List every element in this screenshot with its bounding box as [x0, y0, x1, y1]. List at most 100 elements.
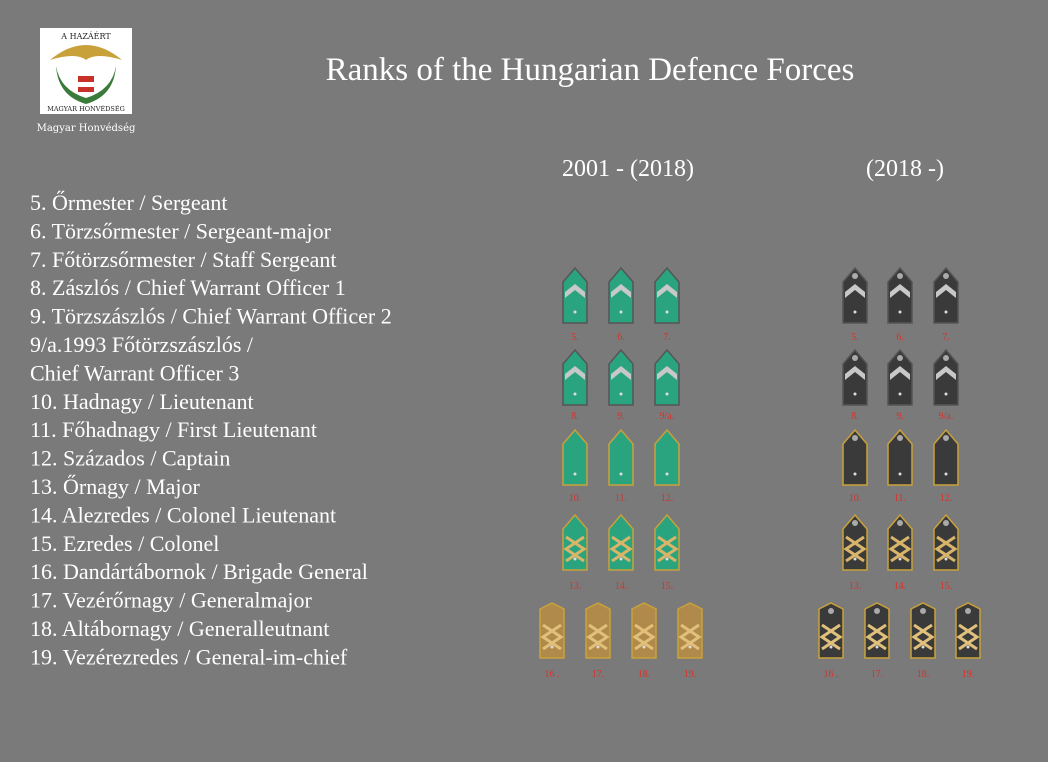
insignia-label: 17. [592, 669, 605, 680]
insignia-label: 11. [894, 493, 906, 504]
rank-line: 18. Altábornagy / Generalleutnant [30, 616, 329, 641]
logo-caption: Magyar Honvédség [37, 123, 136, 134]
insignia-label: 6. [896, 332, 904, 343]
chevron [565, 366, 585, 380]
pip [944, 472, 948, 476]
oak-pattern [865, 623, 889, 651]
rank-line: 8. Zászlós / Chief Warrant Officer 1 [30, 275, 346, 300]
shoulder-board [887, 428, 913, 486]
pip [665, 557, 669, 561]
logo-wreath [56, 66, 116, 104]
title: Ranks of the Hungarian Defence Forces [326, 52, 855, 88]
insignia-label: 11. [615, 493, 627, 504]
insignia-label: 9. [617, 411, 625, 422]
shoulder-board [933, 266, 959, 324]
shoulder-board [608, 428, 634, 486]
insignia-label: 14. [894, 581, 907, 592]
pip [619, 557, 623, 561]
shoulder-board [842, 428, 868, 486]
insignia-label: 12. [661, 493, 674, 504]
button [920, 608, 926, 614]
rank-line: 17. Vezérőrnagy / Generalmajor [30, 588, 312, 613]
insignia-label: 19. [962, 669, 975, 680]
insignia-label: 19. [684, 669, 697, 680]
shoulder-board [562, 348, 588, 406]
oak-pattern [540, 623, 564, 651]
button [943, 273, 949, 279]
pip [898, 310, 902, 314]
pip [550, 645, 554, 649]
insignia-label: 14. [615, 581, 628, 592]
chevron [565, 284, 585, 298]
pip [573, 472, 577, 476]
oak-pattern [819, 623, 843, 651]
insignia-label: 18. [638, 669, 651, 680]
chevron [890, 366, 910, 380]
oak-pattern [632, 623, 656, 651]
rank-line: 14. Alezredes / Colonel Lieutenant [30, 502, 336, 527]
pip [853, 392, 857, 396]
pip [853, 310, 857, 314]
shoulder-board [654, 266, 680, 324]
shoulder-board [933, 428, 959, 486]
pip [853, 472, 857, 476]
logo-stripe [78, 82, 94, 87]
chevron [890, 284, 910, 298]
insignia-label: 17. [871, 669, 884, 680]
button [965, 608, 971, 614]
pip [642, 645, 646, 649]
chevron [657, 284, 677, 298]
pip [619, 392, 623, 396]
rank-line: 6. Törzsőrmester / Sergeant-major [30, 218, 332, 243]
button [828, 608, 834, 614]
insignia-label: 12. [940, 493, 953, 504]
chevron [845, 366, 865, 380]
oak-pattern [956, 623, 980, 651]
insignia-label: 15. [940, 581, 953, 592]
pip [665, 392, 669, 396]
chevron [936, 284, 956, 298]
button [852, 273, 858, 279]
pip [619, 310, 623, 314]
rank-line: 19. Vezérezredes / General-im-chief [30, 644, 348, 669]
pip [829, 645, 833, 649]
column-heading: (2018 -) [866, 156, 944, 182]
oak-pattern [655, 535, 679, 563]
pip [853, 557, 857, 561]
shoulder-board [842, 348, 868, 406]
insignia-label: 16 . [545, 669, 560, 680]
insignia-label: 13. [569, 581, 582, 592]
rank-line: 11. Főhadnagy / First Lieutenant [30, 417, 317, 442]
rank-line: 12. Százados / Captain [30, 446, 230, 471]
button [943, 520, 949, 526]
pip [921, 645, 925, 649]
pip [944, 310, 948, 314]
insignia-label: 15. [661, 581, 674, 592]
insignia-label: 18. [917, 669, 930, 680]
rank-line: 10. Hadnagy / Lieutenant [30, 389, 254, 414]
insignia-label: 6. [617, 332, 625, 343]
oak-pattern [609, 535, 633, 563]
shoulder-board [887, 348, 913, 406]
chevron [611, 284, 631, 298]
pip [898, 472, 902, 476]
button [943, 435, 949, 441]
insignia-label: 8. [571, 411, 579, 422]
insignia-label: 9/a. [660, 411, 675, 422]
rank-line: 16. Dandártábornok / Brigade General [30, 559, 368, 584]
pip [573, 557, 577, 561]
insignia-label: 7. [663, 332, 671, 343]
insignia-label: 9/a. [939, 411, 954, 422]
shoulder-board [562, 428, 588, 486]
pip [944, 557, 948, 561]
pip [898, 557, 902, 561]
button [852, 435, 858, 441]
chevron [845, 284, 865, 298]
pip [875, 645, 879, 649]
column-heading: 2001 - (2018) [562, 156, 694, 182]
button [874, 608, 880, 614]
pip [596, 645, 600, 649]
oak-pattern [911, 623, 935, 651]
button [897, 273, 903, 279]
